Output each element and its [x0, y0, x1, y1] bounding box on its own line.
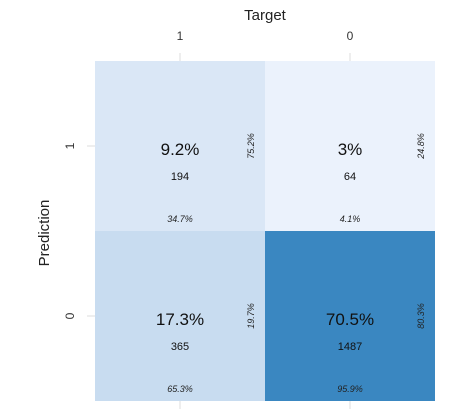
heatmap-cell: 70.5% 1487 95.9% 80.3% — [265, 231, 435, 401]
y-tick-label: 1 — [63, 142, 77, 149]
cell-count: 1487 — [338, 341, 362, 353]
cell-overall-percentage: 70.5% — [326, 310, 374, 329]
cell-row-percentage: 19.7% — [246, 303, 256, 329]
cell-overall-percentage: 3% — [338, 140, 363, 159]
heatmap-cell: 17.3% 365 65.3% 19.7% — [95, 231, 265, 401]
x-tick-label: 1 — [177, 29, 184, 43]
cell-rect — [95, 61, 265, 231]
cell-column-percentage: 95.9% — [337, 384, 363, 394]
cell-column-percentage: 4.1% — [340, 214, 361, 224]
y-axis-label: Prediction — [36, 200, 53, 267]
heatmap-cells: 9.2% 194 34.7% 75.2% 3% 64 4.1% 24.8% 17.3% 365 65… — [95, 61, 435, 401]
cell-rect — [95, 231, 265, 401]
cell-overall-percentage: 9.2% — [161, 140, 200, 159]
y-tick-label: 0 — [63, 312, 77, 319]
cell-row-percentage: 24.8% — [416, 133, 426, 160]
cell-row-percentage: 75.2% — [246, 133, 256, 159]
cell-column-percentage: 34.7% — [167, 214, 193, 224]
axis-ticks: 1 0 1 0 — [63, 29, 354, 409]
cell-overall-percentage: 17.3% — [156, 310, 204, 329]
cell-count: 365 — [171, 341, 189, 353]
x-axis-label: Target — [244, 7, 287, 24]
cell-count: 64 — [344, 171, 356, 183]
cell-rect — [265, 231, 435, 401]
cell-count: 194 — [171, 171, 189, 183]
cell-rect — [265, 61, 435, 231]
cell-column-percentage: 65.3% — [167, 384, 193, 394]
heatmap-cell: 3% 64 4.1% 24.8% — [265, 61, 435, 231]
x-tick-label: 0 — [347, 29, 354, 43]
cell-row-percentage: 80.3% — [416, 303, 426, 329]
heatmap-cell: 9.2% 194 34.7% 75.2% — [95, 61, 265, 231]
